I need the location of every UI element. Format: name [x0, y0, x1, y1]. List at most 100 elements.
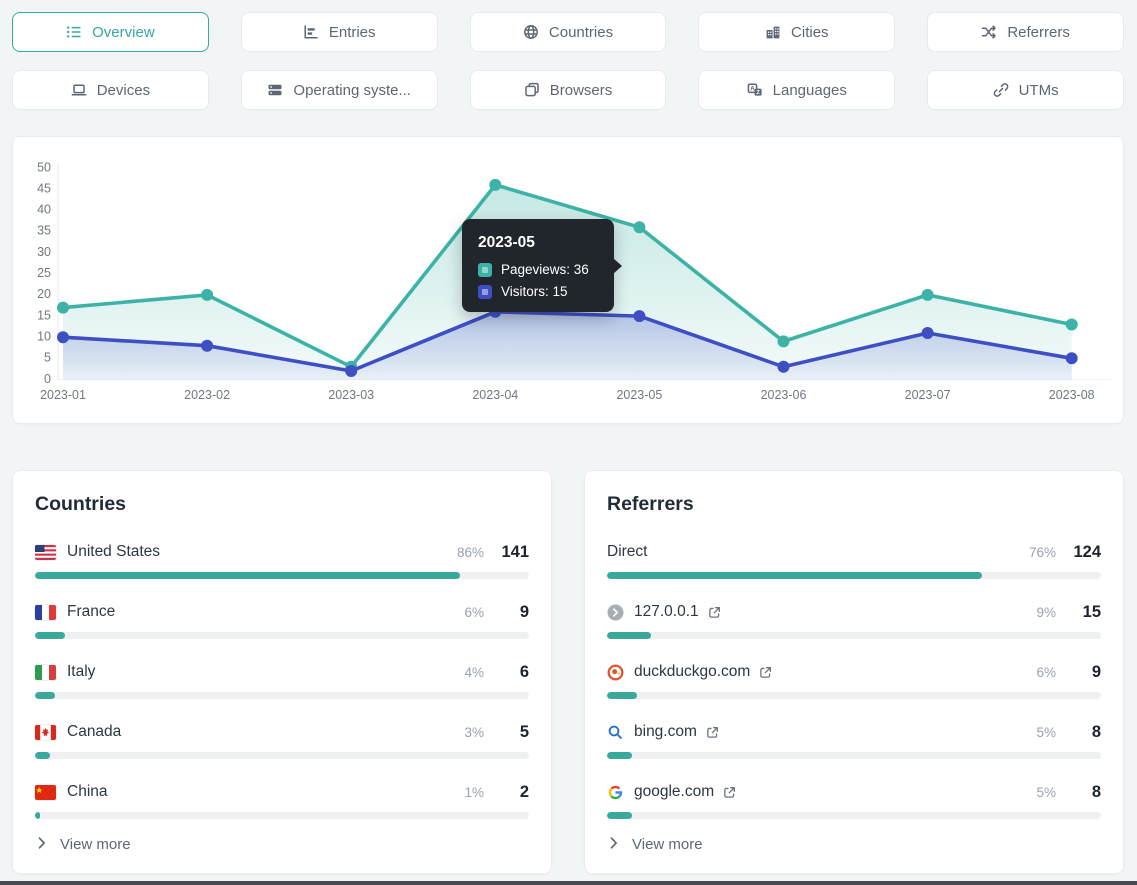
svg-text:40: 40 — [37, 203, 51, 217]
svg-text:50: 50 — [37, 160, 51, 174]
country-row[interactable]: Canada 3% 5 — [35, 721, 529, 759]
tab-label: Countries — [548, 23, 614, 41]
country-row[interactable]: United States 86% 141 — [35, 541, 529, 579]
referrer-row[interactable]: Direct 76% 124 — [607, 541, 1101, 579]
tab-label: Entries — [328, 23, 376, 41]
row-name: China — [67, 783, 108, 800]
row-name: Direct — [607, 543, 648, 560]
referrer-row[interactable]: bing.com 5% 8 — [607, 721, 1101, 759]
tab-overview[interactable]: Overview — [12, 12, 209, 52]
referrers-card: Referrers Direct 76% 124 127.0.0.1 9% 15 duckd… — [584, 470, 1124, 874]
svg-text:Z: Z — [756, 90, 760, 96]
fr-flag-icon — [35, 604, 56, 620]
row-percent: 76% — [1028, 544, 1056, 560]
row-percent: 6% — [1036, 664, 1056, 680]
progress-bar — [607, 752, 1101, 759]
svg-text:2023-02: 2023-02 — [184, 388, 230, 402]
countries-view-more-button[interactable]: View more — [35, 836, 529, 853]
country-row[interactable]: Italy 4% 6 — [35, 661, 529, 699]
us-flag-icon — [35, 544, 56, 560]
tab-browsers[interactable]: Browsers — [469, 70, 667, 110]
country-row[interactable]: China 1% 2 — [35, 781, 529, 819]
chart-tooltip: 2023-05 Pageviews: 36 Visitors: 15 — [462, 219, 622, 312]
entries-icon — [303, 24, 319, 40]
row-percent: 86% — [456, 544, 484, 560]
svg-text:35: 35 — [37, 224, 51, 238]
it-flag-icon — [35, 664, 56, 680]
tab-label: Overview — [92, 23, 155, 41]
svg-text:2023-04: 2023-04 — [472, 388, 518, 402]
bottom-strip — [0, 881, 1137, 885]
row-count: 15 — [1082, 602, 1101, 621]
tooltip-series-row: Visitors: 15 — [478, 284, 598, 299]
svg-text:45: 45 — [37, 181, 51, 195]
referrer-row[interactable]: duckduckgo.com 6% 9 — [607, 661, 1101, 699]
external-link-icon[interactable] — [723, 786, 736, 799]
google-favicon-icon — [607, 784, 624, 801]
row-name: France — [67, 603, 116, 620]
country-row[interactable]: France 6% 9 — [35, 601, 529, 639]
chevron-right-icon — [38, 836, 47, 853]
referrers-view-more-button[interactable]: View more — [607, 836, 1101, 853]
tab-label: Referrers — [1007, 23, 1070, 41]
svg-text:15: 15 — [37, 308, 51, 322]
svg-text:10: 10 — [37, 329, 51, 343]
row-percent: 4% — [464, 664, 484, 680]
svg-text:2023-08: 2023-08 — [1049, 388, 1095, 402]
row-count: 5 — [519, 722, 529, 741]
progress-bar — [35, 692, 529, 699]
svg-text:2023-06: 2023-06 — [761, 388, 807, 402]
server-icon — [267, 82, 283, 98]
countries-card: Countries United States 86% 141 France 6% 9 It… — [12, 470, 552, 874]
progress-bar — [35, 572, 529, 579]
row-name: bing.com — [634, 723, 697, 740]
referrer-row[interactable]: 127.0.0.1 9% 15 — [607, 601, 1101, 639]
svg-text:A: A — [750, 86, 755, 93]
link-icon — [993, 82, 1009, 98]
referrer-row[interactable]: google.com 5% 8 — [607, 781, 1101, 819]
cn-flag-icon — [35, 784, 56, 800]
tab-label: Browsers — [549, 81, 613, 99]
tab-countries[interactable]: Countries — [469, 12, 667, 52]
tab-label: Operating syste... — [293, 81, 411, 99]
tab-referrers[interactable]: Referrers — [927, 12, 1124, 52]
card-title: Countries — [35, 493, 127, 515]
row-count: 2 — [519, 782, 529, 801]
series-swatch-icon — [478, 284, 492, 299]
tab-entries[interactable]: Entries — [240, 12, 438, 52]
card-title: Referrers — [607, 493, 694, 515]
view-more-label: View more — [60, 836, 131, 853]
tab-devices[interactable]: Devices — [12, 70, 209, 110]
external-link-icon[interactable] — [759, 666, 772, 679]
row-percent: 1% — [464, 784, 484, 800]
ca-flag-icon — [35, 724, 56, 740]
row-name: Italy — [67, 663, 96, 680]
tab-languages[interactable]: A Z Languages — [698, 70, 896, 110]
tooltip-title: 2023-05 — [478, 234, 535, 251]
tab-utms[interactable]: UTMs — [927, 70, 1124, 110]
tab-cities[interactable]: Cities — [698, 12, 896, 52]
row-count: 141 — [501, 542, 529, 561]
external-link-icon[interactable] — [706, 726, 719, 739]
row-name: United States — [67, 543, 161, 560]
row-percent: 5% — [1036, 724, 1056, 740]
progress-bar — [607, 812, 1101, 819]
svg-text:20: 20 — [37, 287, 51, 301]
localhost-favicon-icon — [607, 604, 624, 621]
row-name: duckduckgo.com — [634, 663, 751, 680]
external-link-icon[interactable] — [708, 606, 721, 619]
tooltip-series-row: Pageviews: 36 — [478, 262, 598, 277]
duckduckgo-favicon-icon — [607, 664, 624, 681]
row-percent: 6% — [464, 604, 484, 620]
progress-bar — [607, 572, 1101, 579]
row-count: 8 — [1091, 782, 1101, 801]
shuffle-icon — [981, 24, 997, 40]
laptop-icon — [71, 82, 87, 98]
view-more-label: View more — [632, 836, 703, 853]
row-count: 8 — [1091, 722, 1101, 741]
tab-operating-syste[interactable]: Operating syste... — [240, 70, 438, 110]
series-swatch-icon — [478, 262, 492, 277]
tooltip-series-value: Pageviews: 36 — [501, 262, 589, 277]
tooltip-series-value: Visitors: 15 — [501, 284, 568, 299]
